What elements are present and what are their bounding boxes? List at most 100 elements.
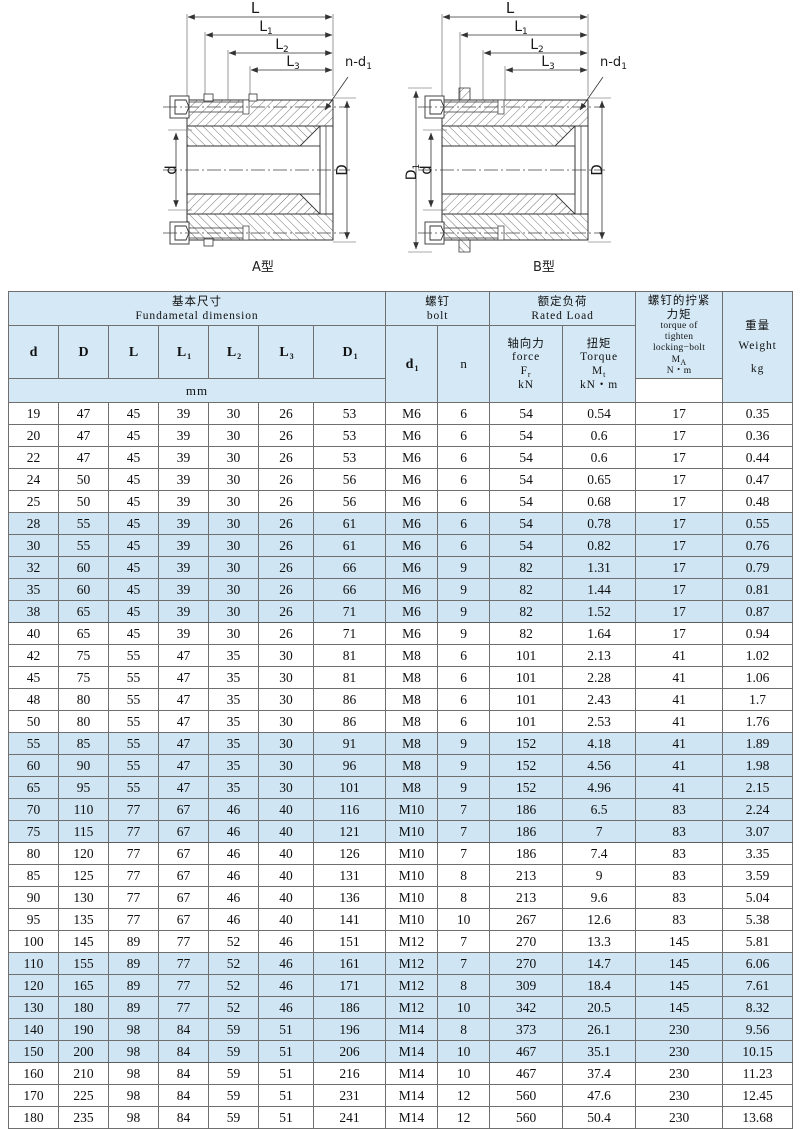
cell-Ma: 83	[635, 842, 724, 865]
cell-d1: M6	[385, 534, 439, 557]
cell-L2: 52	[208, 930, 259, 953]
cell-D: 110	[58, 798, 109, 821]
cell-L3: 30	[258, 732, 314, 755]
cell-force: 267	[489, 908, 564, 931]
cell-D1: 196	[312, 1018, 387, 1041]
cell-n: 12	[437, 1106, 491, 1129]
cell-Ma: 17	[635, 578, 724, 601]
cell-Ma: 17	[635, 512, 724, 535]
cell-torque: 26.1	[562, 1018, 637, 1041]
cell-d1: M14	[385, 1106, 439, 1129]
cell-torque: 2.53	[562, 710, 637, 733]
cell-d1: M8	[385, 710, 439, 733]
cell-L: 55	[108, 688, 159, 711]
col-head-D: D	[58, 325, 109, 379]
cell-L3: 26	[258, 578, 314, 601]
cell-D: 75	[58, 644, 109, 667]
col-head-n: n	[437, 325, 491, 403]
cell-L2: 46	[208, 908, 259, 931]
torque-symbol: Mt	[591, 365, 607, 379]
cell-Ma: 145	[635, 996, 724, 1019]
cell-D1: 186	[312, 996, 387, 1019]
cell-force: 213	[489, 886, 564, 909]
cell-d: 90	[8, 886, 59, 909]
cell-L: 98	[108, 1062, 159, 1085]
cell-torque: 1.64	[562, 622, 637, 645]
cell-Ma: 83	[635, 886, 724, 909]
cell-L2: 35	[208, 710, 259, 733]
cell-d: 24	[8, 468, 59, 491]
cell-d: 65	[8, 776, 59, 799]
table-row: 70 110 77 67 46 40 116 M10 7 186 6.5 83 2.24	[8, 798, 794, 821]
cell-L: 45	[108, 512, 159, 535]
col-head-L3: L3	[258, 325, 314, 379]
cell-weight: 5.04	[722, 886, 794, 909]
cell-force: 82	[489, 622, 564, 645]
cell-d1: M12	[385, 952, 439, 975]
cell-d: 32	[8, 556, 59, 579]
specification-table-container: 基本尺寸 Fundametal dimension 螺钉 bolt 额定负荷 R…	[7, 291, 794, 1129]
cell-Ma: 83	[635, 908, 724, 931]
cell-L3: 26	[258, 600, 314, 623]
cell-Ma: 17	[635, 402, 724, 425]
cell-n: 8	[437, 864, 491, 887]
cell-weight: 0.81	[722, 578, 794, 601]
cell-d1: M8	[385, 688, 439, 711]
cell-D1: 53	[312, 446, 387, 469]
cell-d1: M8	[385, 776, 439, 799]
cell-d: 75	[8, 820, 59, 843]
table-row: 150 200 98 84 59 51 206 M14 10 467 35.1 230 10.15	[8, 1040, 794, 1063]
cell-weight: 5.81	[722, 930, 794, 953]
cell-L: 45	[108, 402, 159, 425]
cell-force: 270	[489, 952, 564, 975]
cell-L1: 39	[158, 600, 209, 623]
cell-n: 6	[437, 468, 491, 491]
cell-L2: 35	[208, 666, 259, 689]
cell-weight: 3.59	[722, 864, 794, 887]
cell-L1: 47	[158, 732, 209, 755]
cell-weight: 2.15	[722, 776, 794, 799]
cell-L2: 59	[208, 1018, 259, 1041]
drawings-svg: L L1 L2 L3 n-d1 d D	[162, 0, 627, 253]
cell-L1: 77	[158, 930, 209, 953]
table-row: 50 80 55 47 35 30 86 M8 6 101 2.53 41 1.76	[8, 710, 794, 733]
technical-drawings: L L1 L2 L3 n-d1 d D	[0, 0, 800, 285]
cell-d: 60	[8, 754, 59, 777]
table-row: 180 235 98 84 59 51 241 M14 12 560 50.4 230 13.68	[8, 1106, 794, 1129]
cell-L3: 51	[258, 1084, 314, 1107]
cell-torque: 4.96	[562, 776, 637, 799]
cell-Ma: 17	[635, 424, 724, 447]
cell-torque: 9	[562, 864, 637, 887]
cell-Ma: 230	[635, 1084, 724, 1107]
cell-weight: 3.35	[722, 842, 794, 865]
cell-L: 77	[108, 842, 159, 865]
cell-force: 101	[489, 666, 564, 689]
cell-n: 9	[437, 754, 491, 777]
cell-D1: 131	[312, 864, 387, 887]
cell-weight: 0.87	[722, 600, 794, 623]
cell-weight: 7.61	[722, 974, 794, 997]
cell-L1: 84	[158, 1018, 209, 1041]
cell-L: 55	[108, 732, 159, 755]
cell-weight: 1.98	[722, 754, 794, 777]
cell-d: 100	[8, 930, 59, 953]
cell-D: 80	[58, 710, 109, 733]
cell-L1: 39	[158, 622, 209, 645]
cell-L2: 52	[208, 952, 259, 975]
cell-Ma: 83	[635, 864, 724, 887]
cell-torque: 2.28	[562, 666, 637, 689]
cell-D1: 161	[312, 952, 387, 975]
caption-type-b: B型	[533, 260, 555, 275]
cell-d: 55	[8, 732, 59, 755]
cell-L3: 46	[258, 952, 314, 975]
cell-L3: 30	[258, 666, 314, 689]
cell-force: 342	[489, 996, 564, 1019]
cell-n: 10	[437, 1062, 491, 1085]
cell-L1: 77	[158, 974, 209, 997]
cell-L: 55	[108, 776, 159, 799]
cell-D1: 206	[312, 1040, 387, 1063]
cell-n: 12	[437, 1084, 491, 1107]
cell-D1: 66	[312, 578, 387, 601]
cell-n: 8	[437, 1018, 491, 1041]
cell-d1: M10	[385, 908, 439, 931]
